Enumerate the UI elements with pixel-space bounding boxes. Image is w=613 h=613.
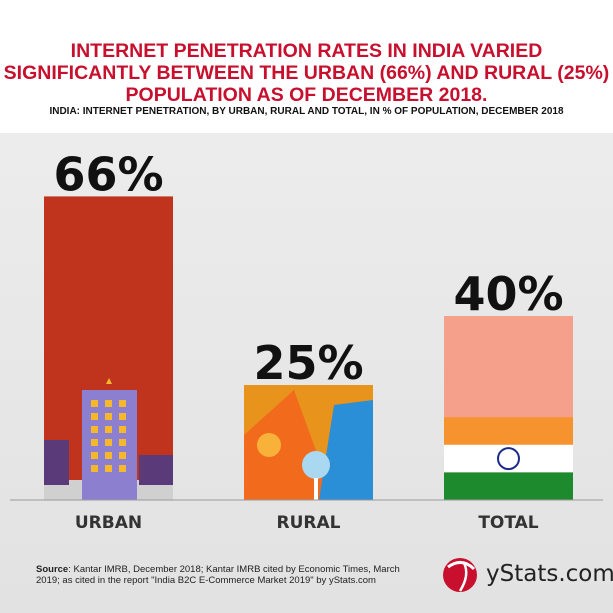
bar-total [444, 316, 573, 500]
category-label: RURAL [277, 513, 341, 533]
logo-text: yStats.com [486, 561, 613, 587]
chart-subtitle: INDIA: INTERNET PENETRATION, BY URBAN, R… [49, 106, 564, 117]
ystats-logo[interactable]: yStats.com [440, 553, 613, 595]
bar-urban [44, 196, 173, 500]
flag-white [444, 444, 573, 473]
ystats-globe-icon [443, 558, 477, 592]
chart-title: INTERNET PENETRATION RATES IN INDIA VARI… [3, 40, 610, 106]
value-label: 25% [253, 336, 363, 390]
flag-green [444, 472, 573, 500]
source-text: : Kantar IMRB, December 2018; Kantar IMR… [36, 564, 400, 586]
category-label: URBAN [75, 513, 142, 533]
source-note: Source: Kantar IMRB, December 2018; Kant… [36, 564, 406, 586]
value-label: 66% [53, 147, 163, 201]
header [0, 0, 613, 133]
category-label: TOTAL [478, 513, 538, 533]
ashoka-chakra-icon [497, 447, 520, 471]
source-label: Source [36, 564, 69, 575]
flag-saffron [444, 417, 573, 445]
rural-landscape-icon [244, 390, 373, 500]
bar-chart: 66% URBAN 25% RURAL 40% TOTAL [10, 147, 603, 533]
city-skyline-icon [44, 378, 173, 500]
value-label: 40% [453, 267, 563, 321]
bar-rural [244, 385, 373, 500]
